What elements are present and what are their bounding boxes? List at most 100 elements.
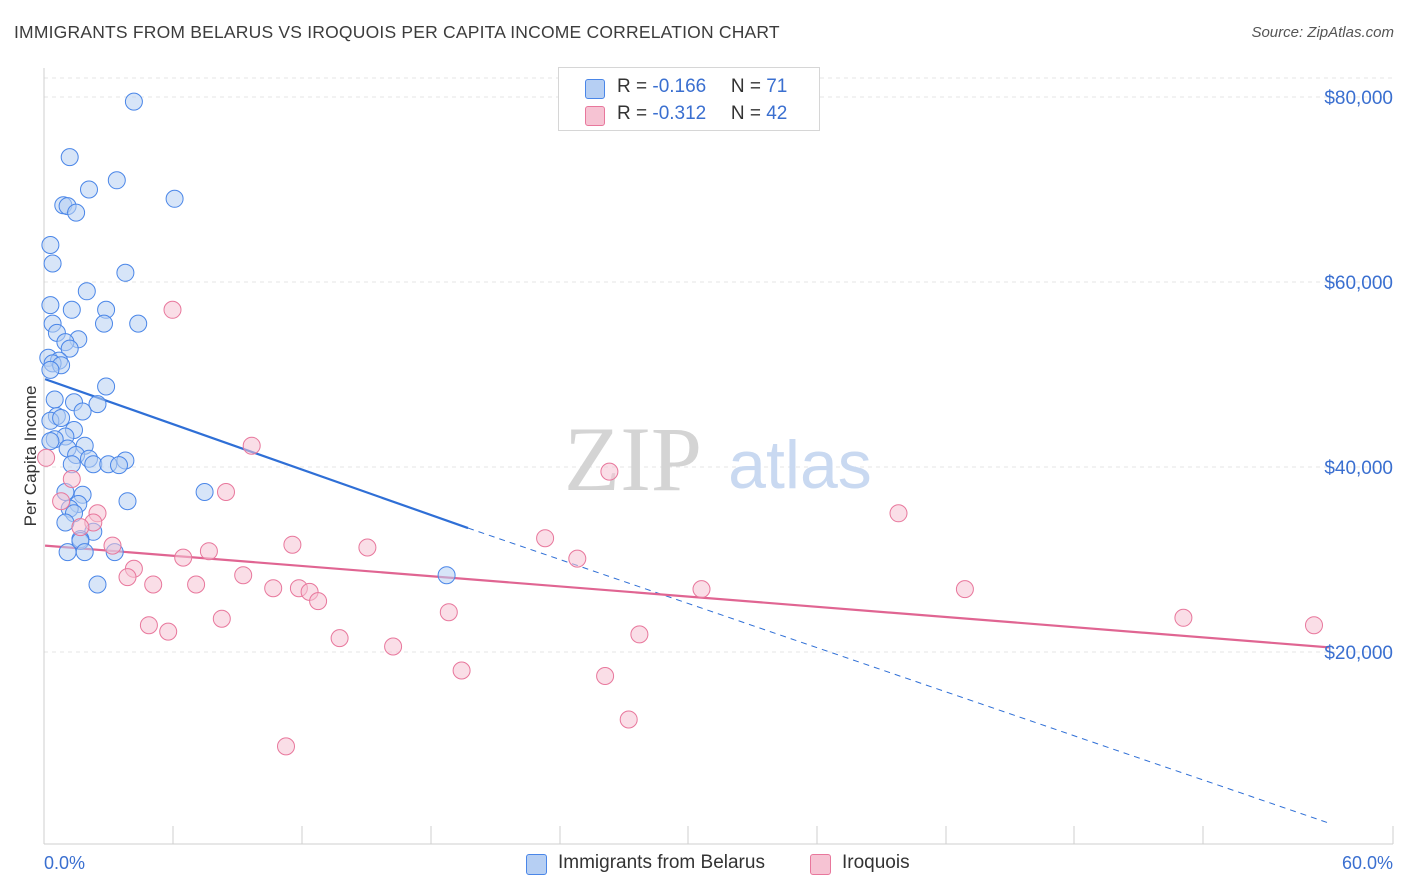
y-tick-label: $60,000 [1324, 273, 1393, 294]
point-belarus [52, 409, 71, 427]
point-iroquois [174, 548, 193, 567]
point-iroquois [118, 568, 137, 587]
point-iroquois [71, 518, 90, 537]
y-tick-label: $40,000 [1324, 458, 1393, 479]
point-belarus [107, 171, 126, 190]
legend-n-value-belarus: 71 [766, 76, 788, 97]
point-iroquois [452, 661, 471, 680]
point-belarus [165, 189, 184, 208]
legend-swatch-belarus [585, 79, 605, 99]
point-belarus [41, 236, 60, 254]
data-points [37, 92, 1323, 756]
point-iroquois [600, 462, 619, 481]
point-iroquois [217, 483, 235, 501]
point-belarus [62, 300, 81, 319]
point-iroquois [568, 549, 587, 568]
watermark-atlas: atlas [728, 427, 872, 503]
point-belarus [116, 263, 135, 282]
point-belarus [84, 455, 103, 474]
legend-r-label: R = [617, 76, 653, 97]
legend-swatch-iroquois [585, 106, 605, 126]
point-belarus [73, 402, 92, 421]
x-tick-labels: 0.0% 60.0% [44, 853, 1393, 873]
bottom-legend-label-belarus: Immigrants from Belarus [558, 852, 765, 873]
point-iroquois [384, 637, 403, 656]
point-iroquois [889, 504, 908, 523]
legend-r-value-belarus: -0.166 [652, 76, 707, 97]
point-belarus [77, 282, 96, 301]
y-tick-label: $80,000 [1324, 88, 1393, 109]
point-belarus [95, 314, 113, 333]
point-belarus [41, 296, 60, 315]
point-belarus [60, 148, 79, 167]
axes [43, 68, 1394, 845]
chart-title: IMMIGRANTS FROM BELARUS VS IROQUOIS PER … [14, 22, 780, 42]
trend-line-iroquois [44, 544, 1330, 649]
point-belarus [67, 203, 86, 222]
bottom-legend-swatch-iroquois [810, 854, 831, 875]
correlation-legend: R = -0.166 N = 71 R = -0.312 N = 42 [558, 67, 820, 131]
point-iroquois [1305, 616, 1323, 635]
point-iroquois [234, 566, 253, 585]
point-belarus [129, 314, 148, 333]
trend-lines [44, 378, 1330, 824]
point-iroquois [536, 529, 555, 548]
point-iroquois [163, 300, 182, 319]
point-iroquois [159, 622, 178, 641]
legend-n-label: N = [730, 76, 767, 97]
legend-r-value-iroquois: -0.312 [652, 103, 707, 124]
legend-n-value-iroquois: 42 [766, 103, 788, 124]
trend-line-belarus [44, 378, 469, 530]
point-iroquois [619, 710, 638, 729]
point-belarus [195, 483, 214, 501]
point-belarus [124, 92, 143, 111]
point-belarus [80, 180, 98, 199]
point-belarus [97, 377, 116, 396]
bottom-legend-swatch-belarus [526, 854, 547, 875]
point-iroquois [139, 616, 158, 635]
point-belarus [45, 390, 64, 409]
x-tick-label-end: 60.0% [1342, 853, 1393, 873]
point-iroquois [283, 535, 302, 554]
point-iroquois [144, 575, 163, 594]
point-belarus [88, 395, 107, 414]
point-iroquois [212, 609, 231, 628]
point-iroquois [309, 592, 328, 611]
bottom-legend-label-iroquois: Iroquois [842, 852, 910, 873]
trend-line-belarus-extension [467, 527, 1330, 824]
point-belarus [75, 543, 94, 562]
point-belarus [110, 456, 128, 475]
point-belarus [60, 339, 79, 358]
point-iroquois [1174, 608, 1193, 627]
legend-n-label: N = [730, 103, 767, 124]
point-iroquois [52, 492, 71, 511]
point-belarus [58, 543, 77, 562]
point-iroquois [37, 448, 56, 467]
watermark-zip: ZIP [564, 408, 702, 510]
point-iroquois [955, 580, 974, 599]
y-tick-labels: $20,000 $40,000 $60,000 $80,000 [1324, 88, 1393, 664]
point-iroquois [62, 470, 81, 488]
point-iroquois [277, 737, 295, 756]
point-iroquois [630, 625, 649, 644]
point-iroquois [692, 580, 711, 599]
y-axis-label: Per Capita Income [21, 386, 40, 527]
x-tick-label-start: 0.0% [44, 853, 85, 873]
point-iroquois [187, 575, 206, 594]
point-iroquois [330, 629, 349, 648]
point-iroquois [199, 542, 218, 561]
point-iroquois [439, 603, 458, 622]
point-belarus [88, 575, 107, 594]
grid-lines [44, 77, 1393, 653]
point-iroquois [242, 436, 261, 455]
point-iroquois [596, 667, 615, 685]
point-belarus [41, 360, 60, 379]
point-iroquois [358, 538, 377, 557]
point-belarus [118, 492, 137, 511]
point-belarus [437, 566, 456, 585]
source-label: Source: ZipAtlas.com [1251, 24, 1394, 41]
y-tick-label: $20,000 [1324, 643, 1393, 664]
point-belarus [56, 513, 75, 532]
point-belarus [43, 254, 62, 273]
